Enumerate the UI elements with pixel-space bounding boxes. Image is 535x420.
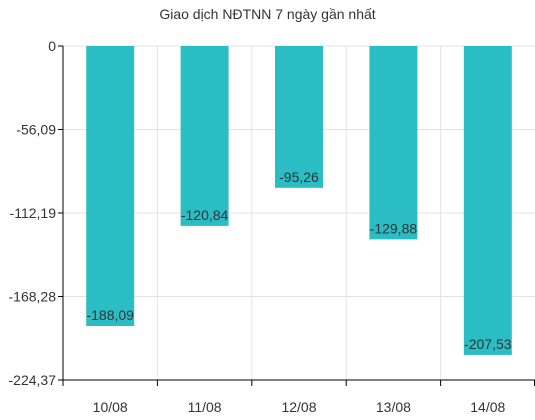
data-label: -95,26 [279, 169, 319, 185]
y-tick-label: -56,09 [16, 121, 56, 137]
x-tick-label: 13/08 [376, 399, 411, 415]
data-label: -188,09 [86, 307, 134, 323]
y-tick-label: -224,37 [9, 372, 57, 388]
data-label: -129,88 [370, 220, 418, 236]
bar-layer [86, 46, 512, 355]
bar [463, 46, 512, 355]
bar [180, 46, 229, 226]
bar [369, 46, 418, 240]
y-tick-label: -168,28 [9, 289, 57, 305]
bar [86, 46, 135, 326]
x-tick-label: 10/08 [93, 399, 128, 415]
y-tick-label: 0 [48, 38, 56, 54]
data-label: -207,53 [464, 336, 512, 352]
bar [275, 46, 323, 188]
data-label: -120,84 [181, 207, 229, 223]
x-tick-label: 11/08 [188, 399, 222, 415]
x-tick-label: 12/08 [281, 399, 316, 415]
y-tick-label: -112,19 [10, 205, 57, 221]
chart-title: Giao dịch NĐTNN 7 ngày gần nhất [159, 6, 376, 22]
x-tick-label: 14/08 [470, 399, 505, 415]
label-layer: 0 -56,09 -112,19 -168,28 -224,37 -188,09 10/08… [9, 38, 512, 415]
